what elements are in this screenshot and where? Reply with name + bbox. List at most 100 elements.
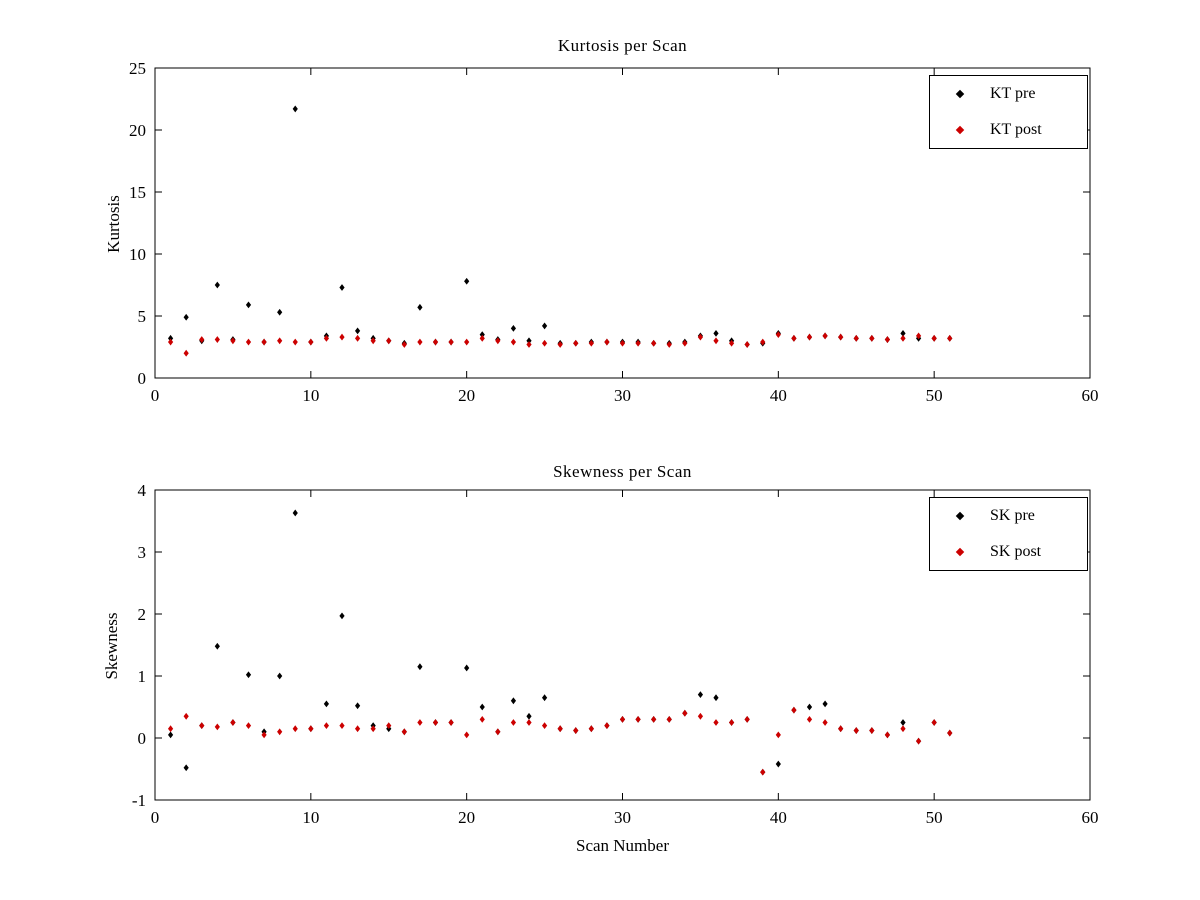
data-point-marker [183, 313, 189, 321]
data-point-marker [370, 337, 376, 345]
data-point-marker [386, 722, 392, 729]
data-point-marker [214, 723, 220, 731]
data-point-marker [604, 338, 610, 346]
legend-entry-sk-pre: SK pre [930, 498, 1087, 534]
data-point-marker [838, 725, 844, 733]
data-point-marker [354, 327, 361, 335]
kt-post-marker-icon [955, 125, 965, 135]
data-point-marker [339, 612, 345, 620]
data-point-marker [900, 719, 906, 726]
data-point-marker [510, 719, 517, 726]
data-point-marker [775, 731, 781, 739]
legend-label: KT post [990, 121, 1042, 138]
data-point-marker [651, 716, 657, 723]
data-point-marker [323, 700, 330, 708]
data-point-marker [760, 768, 766, 776]
y-tick-label: 4 [138, 481, 147, 500]
data-point-marker [199, 722, 205, 729]
data-point-marker [744, 716, 750, 723]
data-point-marker [573, 339, 579, 347]
data-point-marker [448, 338, 454, 346]
data-point-marker [900, 334, 906, 342]
data-point-marker [900, 329, 906, 337]
x-tick-label: 30 [614, 808, 631, 827]
data-point-marker [417, 338, 423, 346]
sk-post-marker-icon [955, 547, 965, 557]
data-point-marker [214, 336, 220, 343]
data-point-marker [230, 719, 236, 726]
data-point-marker [199, 336, 205, 343]
data-point-marker [479, 703, 485, 711]
data-point-marker [588, 725, 594, 733]
data-point-marker [339, 333, 345, 341]
data-point-marker [354, 702, 361, 710]
kurtosis-legend: KT pre KT post [929, 75, 1088, 149]
data-point-marker [183, 712, 189, 720]
data-point-marker [448, 719, 454, 726]
data-point-marker [183, 764, 189, 772]
x-tick-label: 0 [151, 808, 160, 827]
data-point-marker [853, 727, 859, 734]
data-point-marker [604, 722, 610, 729]
data-point-marker [806, 716, 813, 723]
data-point-marker [308, 338, 314, 346]
data-point-marker [682, 709, 688, 717]
data-point-marker [947, 334, 953, 342]
y-tick-label: 0 [138, 369, 147, 388]
data-point-marker [495, 728, 501, 736]
sk-pre-marker-icon [955, 511, 965, 521]
data-point-marker [635, 716, 641, 723]
data-point-marker [432, 719, 439, 726]
data-point-marker [510, 697, 517, 705]
data-point-marker [354, 725, 361, 733]
data-point-marker [245, 722, 252, 729]
data-point-marker [432, 338, 439, 346]
x-tick-label: 40 [770, 386, 787, 405]
data-point-marker [292, 725, 298, 733]
data-point-marker [651, 339, 657, 347]
data-point-marker [541, 322, 548, 330]
data-point-marker [728, 719, 735, 726]
data-point-marker [869, 727, 875, 734]
y-tick-label: 20 [129, 121, 146, 140]
data-point-marker [853, 334, 859, 342]
data-point-marker [277, 672, 283, 680]
data-point-marker [183, 349, 189, 357]
data-point-marker [806, 333, 813, 341]
x-tick-label: 40 [770, 808, 787, 827]
data-point-marker [354, 334, 361, 342]
data-point-marker [464, 338, 470, 346]
data-point-marker [339, 722, 345, 729]
data-point-marker [884, 336, 891, 343]
y-tick-label: 0 [138, 729, 147, 748]
data-point-marker [277, 337, 283, 345]
data-point-marker [713, 337, 719, 345]
data-point-marker [323, 334, 330, 342]
data-point-marker [900, 725, 906, 733]
data-point-marker [167, 334, 174, 342]
x-tick-label: 20 [458, 808, 475, 827]
data-point-marker [292, 105, 298, 113]
data-point-marker [931, 719, 937, 726]
data-point-marker [713, 694, 719, 702]
data-point-marker [214, 281, 220, 289]
data-point-marker [526, 719, 532, 726]
y-tick-label: 3 [138, 543, 147, 562]
data-point-marker [728, 339, 735, 347]
data-point-marker [775, 331, 781, 338]
y-tick-label: -1 [132, 791, 146, 810]
data-point-marker [619, 339, 626, 347]
data-point-marker [323, 722, 330, 729]
data-point-marker [666, 716, 672, 723]
data-point-marker [915, 737, 922, 745]
data-point-marker [417, 719, 423, 726]
x-tick-label: 10 [302, 386, 319, 405]
x-tick-label: 60 [1082, 808, 1099, 827]
data-point-marker [417, 303, 423, 311]
data-point-marker [760, 338, 766, 346]
y-tick-label: 10 [129, 245, 146, 264]
data-point-marker [557, 341, 563, 348]
data-point-marker [619, 716, 626, 723]
skewness-legend: SK pre SK post [929, 497, 1088, 571]
